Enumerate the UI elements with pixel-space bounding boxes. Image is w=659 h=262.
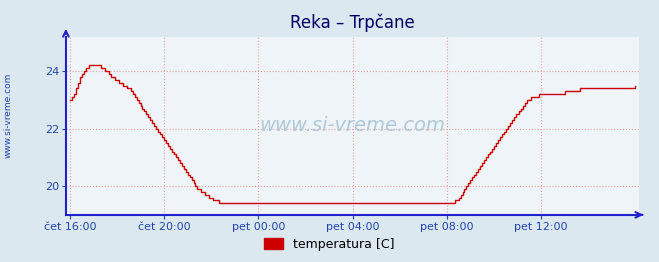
Legend: temperatura [C]: temperatura [C]	[260, 233, 399, 256]
Text: www.si-vreme.com: www.si-vreme.com	[3, 73, 13, 158]
Title: Reka – Trpčane: Reka – Trpčane	[290, 14, 415, 32]
Text: www.si-vreme.com: www.si-vreme.com	[260, 116, 445, 135]
